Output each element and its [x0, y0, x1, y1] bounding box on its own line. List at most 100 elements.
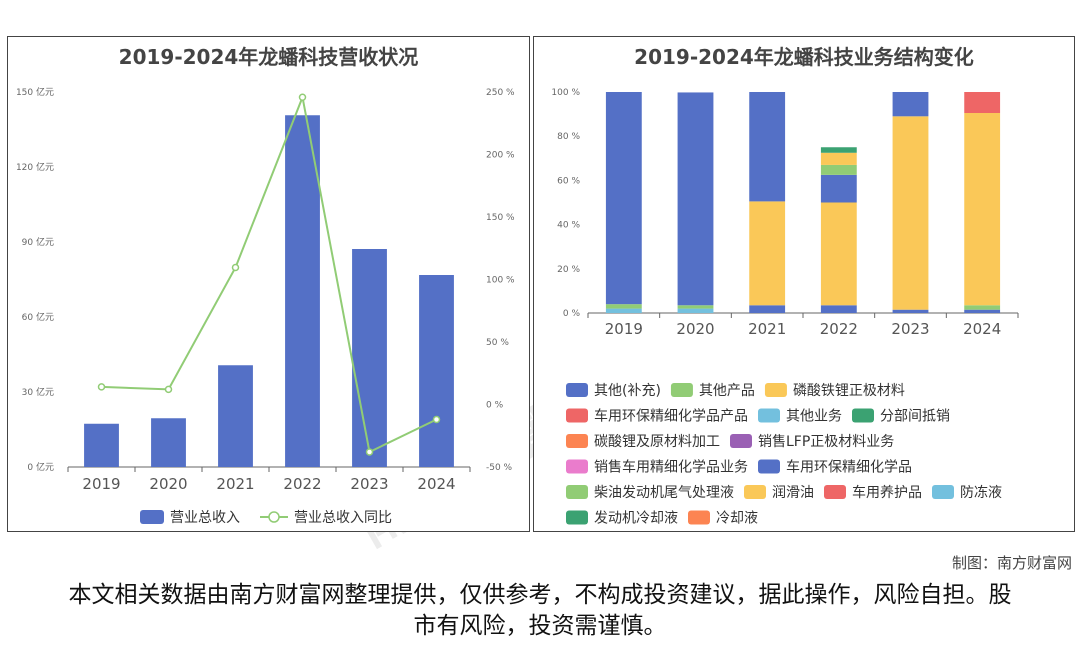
x-tick-label: 2023 [350, 475, 388, 493]
x-tick-label: 2022 [283, 475, 321, 493]
legend-swatch [566, 383, 588, 397]
x-tick-label: 2021 [748, 320, 786, 338]
revenue-bar [285, 115, 320, 467]
legend-swatch [824, 485, 846, 499]
stack-segment [605, 92, 642, 305]
y-tick-label: 0 亿元 [27, 461, 54, 473]
y2-tick-label: 0 % [486, 401, 504, 411]
stack-segment [820, 202, 857, 306]
stack-segment [964, 112, 1001, 306]
x-tick-label: 2024 [963, 320, 1001, 338]
chart-title: 2019-2024年龙蟠科技业务结构变化 [634, 45, 974, 69]
y2-tick-label: 150 % [486, 213, 515, 223]
legend-swatch [566, 459, 588, 474]
stack-segment [677, 92, 714, 306]
revenue-bar [84, 423, 119, 467]
legend-label: 碳酸锂及原材料加工 [594, 434, 720, 450]
x-tick-label: 2019 [605, 320, 643, 338]
legend-swatch [566, 510, 588, 525]
legend-label: 磷酸铁锂正极材料 [793, 383, 905, 399]
y-tick-label: 60 亿元 [22, 311, 54, 323]
stack-segment [749, 201, 786, 306]
legend-label: 销售车用精细化学品业务 [594, 459, 748, 476]
legend-label: 发动机冷却液 [594, 511, 678, 527]
legend-swatch [566, 485, 588, 499]
stack-segment [749, 92, 786, 202]
chart-title: 2019-2024年龙蟠科技营收状况 [118, 45, 419, 69]
legend-swatch [566, 434, 588, 448]
y-tick-label: 90 亿元 [22, 236, 54, 248]
yoy-point [97, 383, 106, 391]
revenue-chart-panel: 2019-2024年龙蟠科技营收状况 2019 2020 2021 2022 2023 2… [7, 36, 530, 532]
stack-segment [605, 308, 642, 313]
y-tick-label: 30 亿元 [22, 386, 54, 398]
stack-segment [677, 308, 714, 313]
disclaimer-text: 本文相关数据由南方财富网整理提供，仅供参考，不构成投资建议，据此操作，风险自担。… [68, 582, 1012, 639]
y2-tick-label: 100 % [486, 276, 515, 286]
legend-swatch [730, 434, 752, 448]
stack-segment [820, 152, 857, 165]
stack-segment [892, 92, 929, 117]
revenue-bar [218, 365, 253, 467]
x-tick-label: 2019 [82, 475, 120, 493]
yoy-point [231, 263, 240, 272]
legend-label: 其他产品 [699, 383, 755, 399]
y-tick-label: 20 % [557, 265, 580, 275]
revenue-bar [151, 418, 186, 467]
revenue-chart: 2019 2020 2021 2022 2023 2024 0 亿元 30 亿元 60 亿元 90… [16, 86, 515, 526]
yoy-point [298, 93, 307, 101]
legend-label-yoy: 营业总收入同比 [294, 510, 392, 526]
x-tick-label: 2020 [149, 475, 187, 493]
y-tick-label: 150 亿元 [16, 86, 54, 98]
stack-segment [964, 309, 1001, 313]
x-tick-label: 2021 [216, 475, 254, 493]
y-tick-label: 40 % [557, 221, 580, 231]
stack-segment [820, 174, 857, 203]
structure-chart-panel: 2019-2024年龙蟠科技业务结构变化 2019 2020 2021 2022 202… [533, 36, 1075, 532]
legend-swatch-revenue [140, 510, 164, 524]
legend-label: 车用环保精细化学品产品 [594, 408, 748, 425]
stack-segment [820, 164, 857, 175]
y-tick-label: 100 % [551, 88, 580, 98]
stack-segment [677, 305, 714, 309]
stack-segment [820, 305, 857, 313]
y2-tick-label: 250 % [486, 88, 515, 98]
y2-tick-label: 50 % [486, 338, 509, 348]
legend-swatch [758, 408, 780, 423]
yoy-point [365, 448, 374, 456]
legend-label: 柴油发动机尾气处理液 [594, 485, 734, 501]
y2-tick-label: 200 % [486, 151, 515, 161]
legend-label: 防冻液 [960, 484, 1002, 501]
revenue-bar [352, 249, 387, 467]
legend-label: 其他业务 [786, 409, 842, 425]
y2-tick-label: -50 % [486, 463, 513, 473]
x-tick-label: 2023 [891, 320, 929, 338]
stack-segment [892, 309, 929, 313]
stack-segment [892, 116, 929, 310]
y-tick-label: 120 亿元 [16, 161, 54, 173]
legend-label: 分部间抵销 [880, 409, 950, 425]
legend-label: 冷却液 [716, 511, 758, 527]
legend-swatch [932, 485, 954, 499]
revenue-bar [419, 275, 454, 467]
legend-swatch [688, 510, 710, 525]
x-tick-label: 2024 [417, 475, 455, 493]
stack-segment [605, 304, 642, 309]
y-tick-label: 80 % [557, 132, 580, 142]
legend-label: 润滑油 [772, 484, 814, 501]
legend-label: 车用环保精细化学品 [786, 459, 912, 476]
y-tick-label: 60 % [557, 176, 580, 186]
credit-text: 制图：南方财富网 [951, 554, 1072, 572]
structure-chart: 2019 2020 2021 2022 2023 2024 0 % 20 % 40 % 60 % 8… [551, 88, 1019, 527]
legend-label: 车用养护品 [852, 484, 922, 501]
x-tick-label: 2022 [820, 320, 858, 338]
legend-label: 其他(补充) [594, 383, 661, 399]
stack-segment [964, 305, 1001, 310]
stack-segment [964, 92, 1001, 113]
legend-swatch [758, 459, 780, 474]
legend-swatch [852, 408, 874, 423]
legend-swatch [744, 485, 766, 499]
x-tick-label: 2020 [676, 320, 714, 338]
legend-swatch [764, 383, 787, 397]
legend-swatch-yoy-marker [268, 511, 280, 523]
